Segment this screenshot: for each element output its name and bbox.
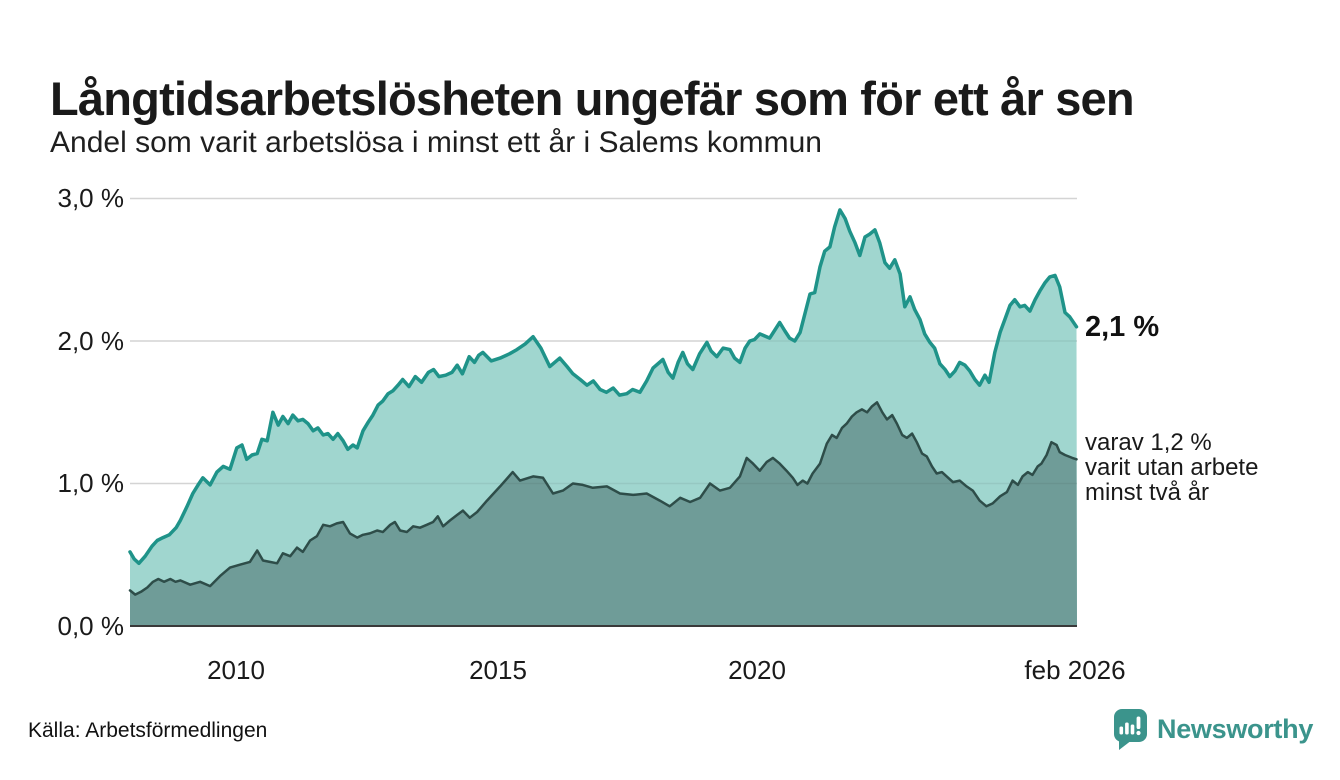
newsworthy-chart-bubble-icon: [1114, 709, 1147, 750]
brand-name: Newsworthy: [1157, 714, 1314, 744]
x-axis-tick-2015: 2015: [469, 655, 527, 685]
y-axis-tick-0: 0,0 %: [57, 611, 125, 641]
page-title: Långtidsarbetslösheten ungefär som för e…: [50, 72, 1135, 126]
x-axis-tick-2020: 2020: [728, 655, 786, 685]
x-axis-tick-feb-2026: feb 2026: [1024, 655, 1126, 685]
y-axis-tick-2: 2,0 %: [57, 326, 125, 356]
source-note: Källa: Arbetsförmedlingen: [28, 719, 268, 742]
secondary-series-label: varav 1,2 % varit utan arbete minst två …: [1085, 429, 1259, 506]
latest-value-label: 2,1 %: [1085, 311, 1160, 343]
y-axis-tick-1: 1,0 %: [57, 468, 125, 498]
y-axis-tick-3: 3,0 %: [57, 183, 125, 213]
newsworthy-logo: Newsworthy: [1112, 708, 1313, 751]
x-axis-tick-2010: 2010: [207, 655, 265, 685]
chart-subtitle: Andel som varit arbetslösa i minst ett å…: [50, 126, 822, 159]
